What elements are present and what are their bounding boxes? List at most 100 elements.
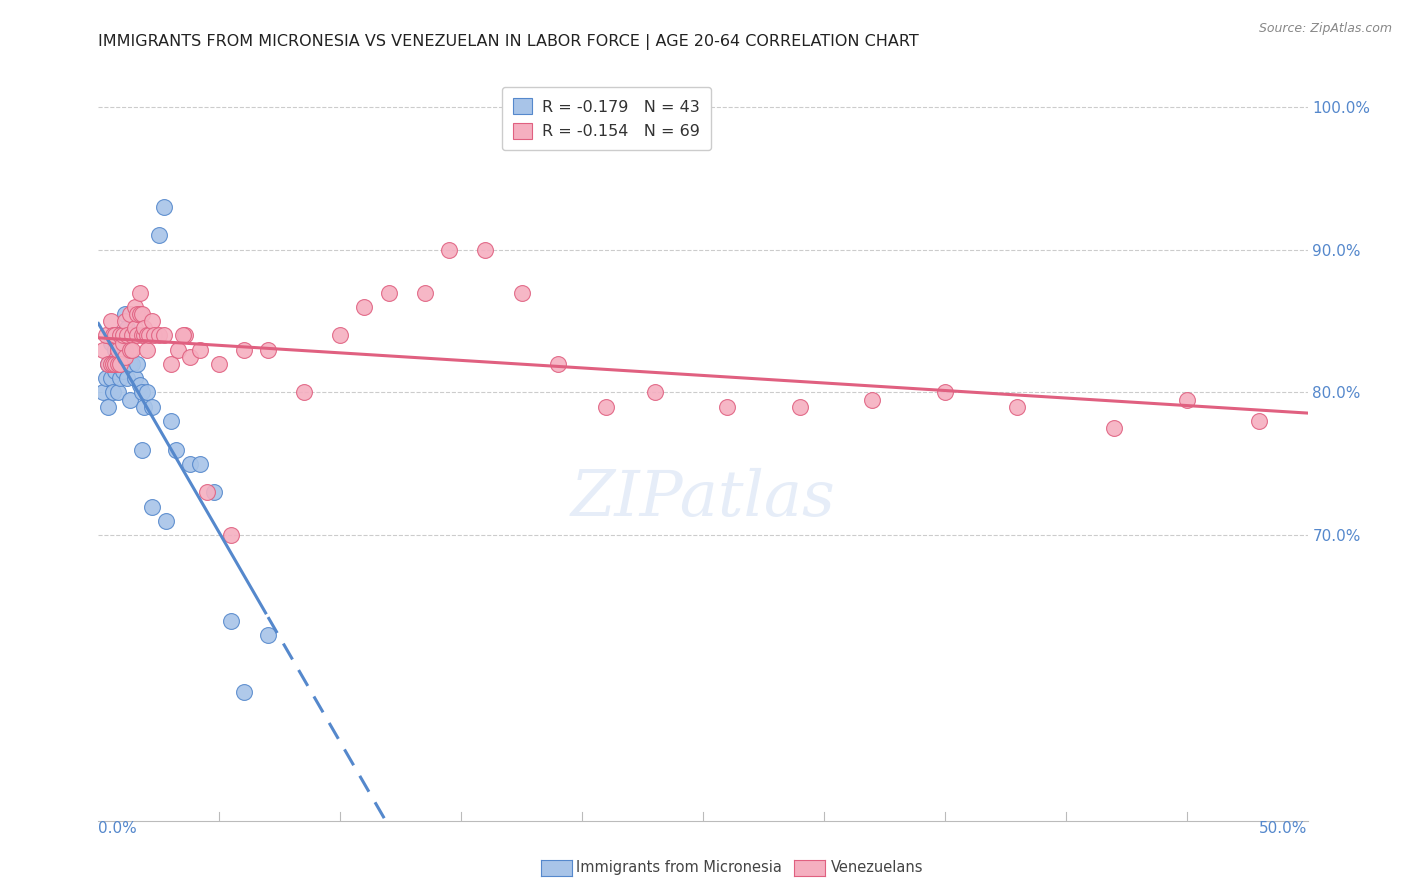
Point [256,343,278,357]
Point [117,371,139,385]
Point [152,200,174,214]
Point [188,457,211,471]
Point [160,357,183,371]
Point [208,357,231,371]
Point [1007,400,1029,414]
Point [91,343,114,357]
Point [131,307,153,321]
Point [124,371,146,385]
Point [1102,421,1125,435]
Point [118,307,141,321]
Point [141,314,163,328]
Point [377,285,399,300]
Point [148,228,170,243]
Point [232,685,254,699]
Point [118,357,141,371]
Point [97,357,120,371]
Text: ZIPatlas: ZIPatlas [571,467,835,529]
Point [104,364,127,378]
Point [165,442,187,457]
Point [188,343,211,357]
Text: Immigrants from Micronesia: Immigrants from Micronesia [576,861,782,875]
Point [474,243,496,257]
Point [195,485,218,500]
Point [595,400,617,414]
Point [104,343,127,357]
Point [135,385,157,400]
Point [204,485,226,500]
Point [1249,414,1271,428]
Point [107,328,129,343]
Point [101,357,124,371]
Point [152,328,174,343]
Point [114,314,136,328]
Point [91,385,114,400]
Point [118,343,141,357]
Point [131,442,153,457]
Point [934,385,956,400]
Text: Source: ZipAtlas.com: Source: ZipAtlas.com [1258,22,1392,36]
Point [127,357,149,371]
Point [117,321,139,335]
Point [221,614,243,628]
Point [107,357,129,371]
Point [104,328,127,343]
Point [141,500,163,514]
Point [124,300,146,314]
Point [97,357,120,371]
Point [101,357,124,371]
Point [117,328,139,343]
Point [547,357,569,371]
Point [131,328,153,343]
Point [128,285,150,300]
Point [221,528,243,542]
Point [716,400,738,414]
Point [121,343,143,357]
Point [138,328,160,343]
Point [134,321,156,335]
Point [121,328,143,343]
Point [179,350,201,364]
Point [437,243,460,257]
Point [155,514,177,528]
Point [510,285,533,300]
Point [1175,392,1198,407]
Point [172,328,194,343]
Point [256,628,278,642]
Point [108,357,131,371]
Point [141,400,163,414]
Point [94,328,117,343]
Point [107,385,129,400]
Point [111,335,134,350]
Text: 50.0%: 50.0% [1260,821,1308,836]
Point [329,328,352,343]
Point [135,328,157,343]
Point [107,343,129,357]
Point [100,314,122,328]
Point [160,414,183,428]
Point [100,357,122,371]
Point [143,328,166,343]
Point [232,343,254,357]
Point [134,328,156,343]
Text: IMMIGRANTS FROM MICRONESIA VS VENEZUELAN IN LABOR FORCE | AGE 20-64 CORRELATION : IMMIGRANTS FROM MICRONESIA VS VENEZUELAN… [98,35,920,50]
Point [101,328,124,343]
Point [121,357,143,371]
Point [148,328,170,343]
Point [108,357,131,371]
Point [128,378,150,392]
Point [108,328,131,343]
Point [179,457,201,471]
Point [413,285,436,300]
Text: 0.0%: 0.0% [98,821,138,836]
Point [127,328,149,343]
Point [94,371,117,385]
Point [100,371,122,385]
Point [100,335,122,350]
Point [128,307,150,321]
Point [353,300,375,314]
Point [114,343,136,357]
Point [114,307,136,321]
Legend: R = -0.179   N = 43, R = -0.154   N = 69: R = -0.179 N = 43, R = -0.154 N = 69 [502,87,711,151]
Point [174,328,197,343]
